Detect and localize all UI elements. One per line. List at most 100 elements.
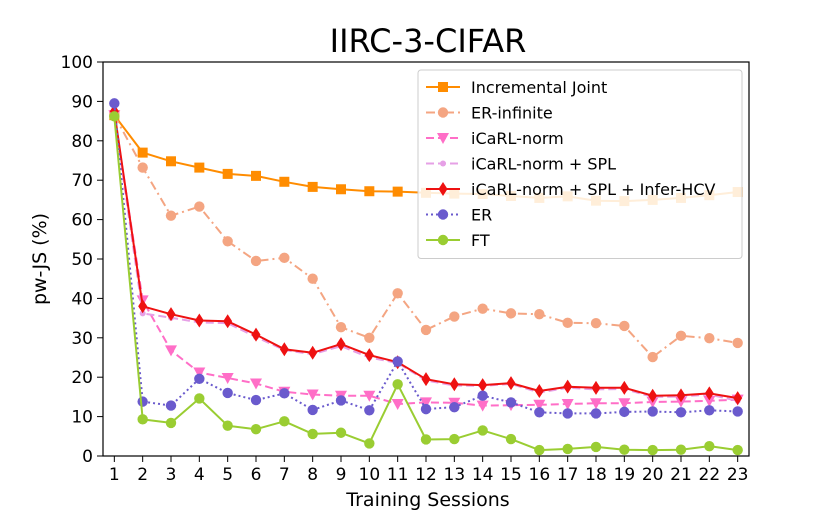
y-tick-label-7: 70 (71, 171, 93, 191)
x-tick-label-15: 16 (529, 465, 551, 485)
data-point-2-2 (165, 345, 177, 357)
data-point-0-8 (336, 184, 346, 195)
data-point-2-11 (420, 397, 432, 409)
x-tick-label-3: 4 (194, 465, 205, 485)
legend-label-4: iCaRL-norm + SPL + Infer-HCV (471, 180, 716, 199)
data-point-2-9 (363, 390, 376, 402)
data-point-1-5 (250, 255, 262, 267)
x-tick-label-9: 10 (359, 465, 381, 485)
data-point-6-10 (392, 379, 403, 390)
data-point-6-16 (562, 443, 573, 455)
data-point-1-4 (222, 236, 233, 247)
legend-label-2: iCaRL-norm (471, 129, 564, 148)
data-point-5-16 (562, 408, 573, 419)
data-point-1-20 (675, 330, 687, 342)
x-tick-label-2: 3 (166, 465, 177, 485)
legend-box (417, 69, 743, 259)
y-tick-label-9: 90 (71, 92, 93, 112)
y-tick-label-0: 0 (82, 447, 93, 467)
data-point-6-19 (647, 444, 658, 456)
data-point-4-12 (449, 377, 459, 392)
data-point-4-9 (364, 348, 374, 363)
y-tick-label-1: 10 (71, 408, 93, 428)
data-point-6-5 (250, 424, 262, 435)
legend-label-6: FT (471, 231, 490, 250)
data-point-6-11 (420, 434, 432, 445)
data-point-2-7 (306, 389, 319, 401)
data-point-1-12 (449, 311, 460, 322)
data-point-6-12 (449, 433, 460, 445)
data-point-4-11 (421, 372, 431, 387)
legend-label-3: iCaRL-norm + SPL (471, 155, 616, 174)
data-point-5-18 (619, 406, 630, 418)
data-point-0-7 (307, 181, 318, 192)
data-point-5-9 (364, 405, 375, 416)
data-point-5-14 (505, 397, 517, 408)
data-point-5-0 (109, 98, 120, 109)
data-point-0-6 (279, 176, 290, 187)
data-point-0-2 (166, 156, 176, 167)
x-axis-title: Training Sessions (345, 489, 509, 511)
y-tick-label-3: 30 (71, 329, 93, 349)
data-point-6-13 (477, 425, 488, 436)
legend-marker-1 (437, 107, 449, 118)
data-point-1-22 (732, 337, 743, 349)
legend-label-1: ER-infinite (471, 104, 553, 123)
data-point-6-17 (590, 441, 602, 453)
x-tick-label-22: 23 (727, 465, 749, 485)
data-point-5-2 (165, 400, 177, 411)
data-point-2-21 (703, 395, 716, 407)
data-point-6-4 (222, 420, 233, 431)
data-point-4-15 (534, 383, 544, 398)
data-point-4-1 (138, 299, 148, 314)
data-point-5-21 (704, 405, 715, 416)
x-tick-label-0: 1 (109, 465, 120, 485)
data-point-5-10 (392, 356, 403, 367)
data-point-6-22 (732, 444, 743, 456)
data-point-4-20 (676, 388, 686, 403)
x-tick-label-17: 18 (585, 465, 607, 485)
y-tick-label-10: 100 (61, 53, 93, 73)
data-point-6-15 (534, 444, 545, 456)
x-tick-label-14: 15 (500, 465, 522, 485)
data-point-4-18 (619, 380, 629, 395)
y-tick-label-8: 80 (71, 132, 93, 152)
y-axis-title: pw-JS (%) (29, 213, 51, 305)
data-point-1-7 (307, 273, 318, 284)
data-point-2-18 (618, 398, 631, 410)
x-tick-label-13: 14 (472, 465, 494, 485)
data-point-2-3 (193, 367, 206, 379)
x-tick-label-20: 21 (670, 465, 692, 485)
x-tick-label-18: 19 (614, 465, 636, 485)
data-point-5-7 (307, 404, 318, 416)
data-point-0-1 (137, 147, 148, 158)
data-point-2-5 (250, 378, 262, 390)
data-point-4-2 (166, 307, 176, 322)
data-point-1-18 (619, 320, 630, 332)
data-point-5-20 (675, 407, 687, 418)
data-point-4-21 (704, 386, 714, 401)
legend-label-5: ER (471, 206, 492, 225)
data-point-2-4 (221, 372, 234, 384)
x-tick-label-19: 20 (642, 465, 664, 485)
data-point-4-22 (733, 391, 743, 406)
data-point-2-13 (476, 400, 489, 412)
data-point-5-6 (279, 388, 290, 399)
data-point-1-21 (704, 332, 715, 344)
data-point-1-16 (562, 317, 573, 329)
data-point-2-17 (590, 398, 602, 410)
data-point-6-14 (505, 433, 517, 445)
x-tick-label-5: 6 (251, 465, 262, 485)
data-point-1-9 (364, 332, 375, 343)
data-point-4-5 (251, 327, 261, 342)
x-tick-label-1: 2 (137, 465, 148, 485)
data-point-6-9 (364, 438, 375, 449)
data-point-6-6 (279, 416, 290, 427)
data-point-4-4 (223, 314, 233, 329)
data-point-1-3 (194, 201, 205, 212)
data-point-6-3 (194, 393, 205, 404)
data-point-1-8 (335, 321, 347, 333)
x-tick-label-21: 22 (699, 465, 721, 485)
data-point-1-17 (590, 318, 602, 329)
